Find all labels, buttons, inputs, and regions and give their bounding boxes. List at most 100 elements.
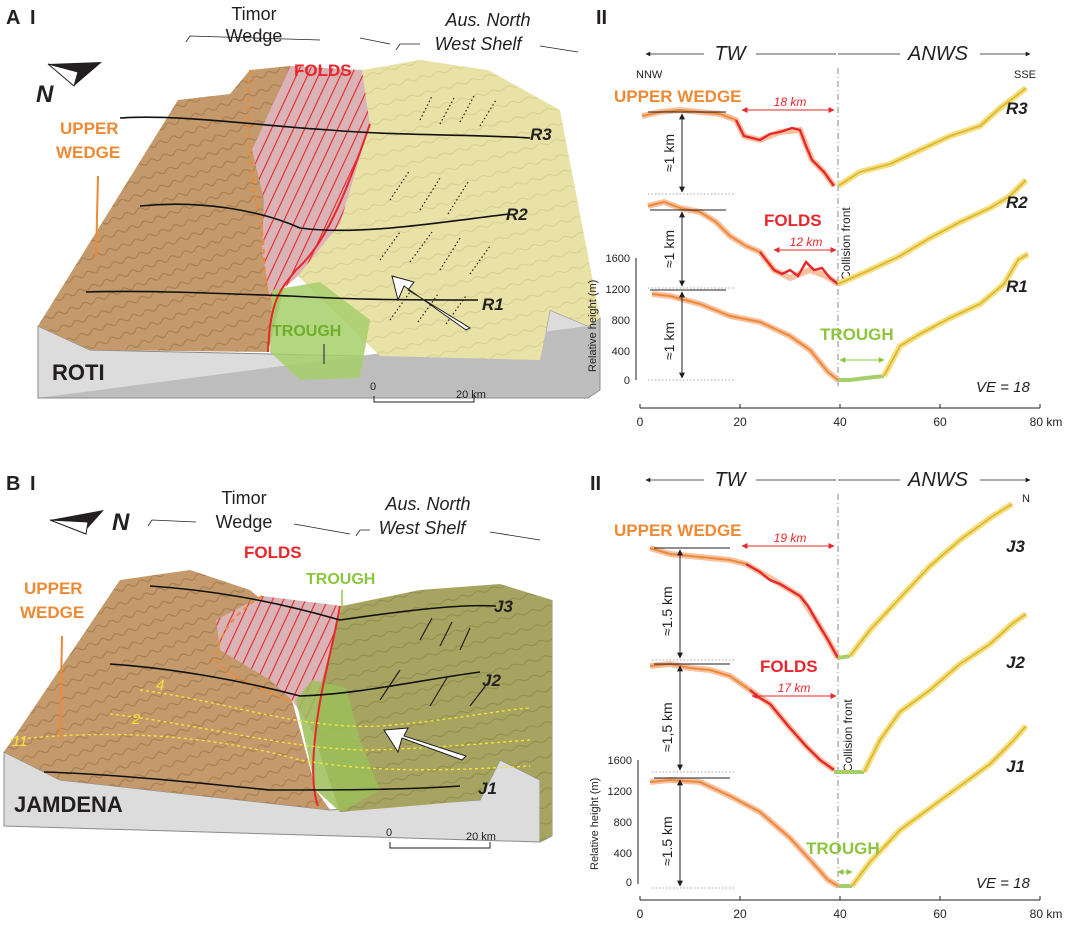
island-label-roti: ROTI: [52, 360, 105, 385]
x-tick-20: 20: [733, 415, 747, 429]
vert-scale-label-j2: ≈1,5 km: [659, 702, 675, 752]
y-tick-800: 800: [612, 315, 630, 327]
profile-trace-r3: [119, 116, 531, 139]
panel-a-letter: A: [6, 7, 20, 29]
profile-folds-label: FOLDS: [764, 211, 822, 230]
profile-label-r1: R1: [1006, 277, 1028, 296]
tw-label: TW: [714, 469, 747, 491]
profile-r2-glow-shelf: [836, 177, 1029, 287]
anws-label: ANWS: [907, 469, 969, 491]
north-label: N: [36, 81, 54, 108]
panel-b-letter: B: [6, 473, 20, 495]
profile-folds-label: FOLDS: [760, 657, 818, 676]
profile-j3-upper-wedge: [649, 547, 747, 565]
profile-r3-shelf: [837, 87, 1027, 187]
direction-right-label: N: [1022, 493, 1030, 505]
x-tick-80: 80 km: [1030, 907, 1063, 921]
block-profile-label-j3: J3: [494, 597, 513, 616]
folds-label: FOLDS: [294, 61, 352, 80]
scale-20km-label: 20 km: [456, 389, 486, 401]
tw-label-bg: [704, 468, 756, 490]
profile-label-r2: R2: [1006, 193, 1028, 212]
contour-label-11: 11: [12, 733, 28, 750]
y-tick-1600: 1600: [606, 253, 630, 265]
panel-b-profiles: II TW ANWS N Collision front: [589, 468, 1062, 921]
scale-zero-label: 0: [386, 827, 392, 839]
shelf-label-line2: West Shelf: [435, 34, 524, 54]
vertical-exaggeration-label: VE = 18: [976, 875, 1030, 892]
panel-a-profile-numeral: II: [596, 7, 607, 29]
y-tick-0: 0: [626, 877, 632, 889]
profile-trough-label: TROUGH: [806, 839, 880, 858]
y-tick-800: 800: [614, 817, 632, 829]
profile-trace-r1: [85, 290, 479, 301]
profile-j3-trough: [837, 654, 851, 660]
y-tick-0: 0: [624, 375, 630, 387]
upper-wedge-boundary: [247, 69, 273, 301]
profile-label-j2: J2: [1006, 653, 1025, 672]
vert-scale-label-j3: ≈1.5 km: [659, 586, 675, 636]
north-arrow-icon: N: [49, 509, 130, 536]
trough-label: TROUGH: [306, 571, 375, 588]
panel-b-block-numeral: I: [30, 473, 36, 495]
profile-trace-j3: [149, 585, 497, 621]
profile-j1-shelf: [851, 725, 1027, 887]
profile-upper-wedge-label: UPPER WEDGE: [614, 521, 742, 540]
profile-j3-folds: [745, 562, 840, 659]
profile-r2-folds: [759, 251, 839, 285]
block-profile-label-r2: R2: [506, 205, 528, 224]
direction-right-label: SSE: [1014, 69, 1036, 81]
convergence-arrow-icon: [383, 727, 467, 761]
x-tick-0: 0: [637, 415, 644, 429]
profile-trace-j2: [109, 663, 481, 697]
folds-zone: [252, 66, 370, 300]
profile-r3-upper-wedge: [641, 108, 737, 121]
x-tick-0: 0: [637, 907, 644, 921]
y-tick-400: 400: [614, 848, 632, 860]
block-profile-label-j2: J2: [482, 671, 501, 690]
upper-wedge-terrain: [38, 66, 296, 352]
trough-label: TROUGH: [272, 323, 341, 340]
vertical-scale-arrows: [648, 111, 726, 379]
anws-label: ANWS: [907, 43, 969, 65]
upper-distance-label: 19 km: [774, 531, 807, 545]
shelf-bracket: [395, 43, 579, 53]
reference-lines: [652, 659, 736, 889]
panel-b-profile-numeral: II: [590, 473, 601, 495]
x-tick-60: 60: [933, 415, 947, 429]
profile-trace-j1: [43, 771, 461, 791]
shelf-label-line1: Aus. North: [384, 494, 470, 514]
panel-a-profiles: II TW ANWS NNW SSE Collision front: [587, 7, 1062, 429]
collision-front-label: Collision front: [841, 699, 855, 772]
panel-a-block-diagram: A I Timor Wedge Aus. North West Shelf N: [6, 4, 601, 403]
contour-lines: [9, 689, 531, 771]
profile-r2-upper-wedge: [647, 200, 761, 253]
upper-wedge-label-line1: UPPER: [24, 579, 83, 598]
profile-j1-glow-wedge: [649, 776, 840, 889]
anws-label-bg: [900, 468, 980, 490]
scale-20km-label: 20 km: [466, 831, 496, 843]
x-tick-60: 60: [933, 907, 947, 921]
upper-distance-label: 18 km: [774, 95, 807, 109]
trough-zone: [296, 680, 380, 812]
shelf-surface: [298, 60, 600, 360]
profile-upper-wedge-label: UPPER WEDGE: [614, 87, 742, 106]
north-label: N: [112, 509, 130, 536]
profile-j2-shelf: [863, 613, 1027, 773]
y-tick-1200: 1200: [606, 284, 630, 296]
shelf-lineaments: [379, 95, 497, 325]
folds-distance-label: 12 km: [790, 235, 823, 249]
tw-label: TW: [714, 43, 747, 65]
folds-distance-label: 17 km: [778, 681, 811, 695]
timor-wedge-label-line2: Wedge: [216, 512, 273, 532]
upper-wedge-boundary: [214, 595, 293, 703]
north-arrow-icon: N: [36, 62, 102, 108]
collision-front-label: Collision front: [839, 207, 853, 280]
folds-label: FOLDS: [244, 543, 302, 562]
profile-r2-shelf: [837, 179, 1027, 285]
block-profile-label-j1: J1: [478, 779, 497, 798]
profile-label-j3: J3: [1006, 537, 1025, 556]
y-tick-1600: 1600: [608, 755, 632, 767]
scale-bar-icon: 0 20 km: [386, 827, 496, 849]
